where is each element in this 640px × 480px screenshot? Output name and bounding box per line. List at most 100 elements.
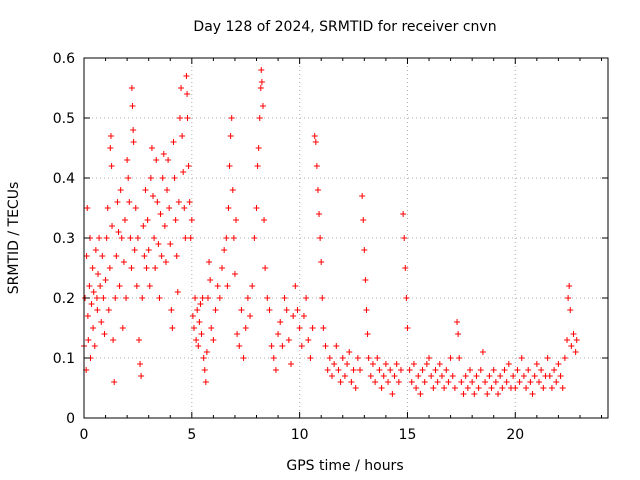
data-point (159, 175, 166, 181)
data-point (226, 163, 233, 169)
data-point (103, 235, 110, 241)
x-tick-label: 15 (399, 427, 417, 443)
data-point (466, 367, 473, 373)
data-point (97, 283, 104, 289)
data-point (212, 307, 219, 313)
data-point (110, 337, 117, 343)
data-point (337, 379, 344, 385)
data-point (328, 373, 335, 379)
data-point (374, 355, 381, 361)
data-point (118, 235, 125, 241)
data-point (449, 373, 456, 379)
data-point (258, 79, 265, 85)
data-point (123, 295, 130, 301)
data-point (249, 283, 256, 289)
y-tick-label: 0.4 (53, 171, 75, 187)
data-point (188, 217, 195, 223)
data-point (538, 367, 545, 373)
data-point (544, 355, 551, 361)
x-axis-label: GPS time / hours (286, 458, 403, 474)
data-point (116, 283, 123, 289)
x-tick-label: 20 (506, 427, 524, 443)
data-point (456, 355, 463, 361)
y-tick-label: 0.5 (53, 111, 75, 127)
data-point (117, 187, 124, 193)
data-point (281, 295, 288, 301)
data-point (570, 331, 577, 337)
data-point (309, 325, 316, 331)
data-point (298, 343, 305, 349)
data-point (305, 337, 312, 343)
data-point (322, 343, 329, 349)
data-point (106, 265, 113, 271)
data-point (256, 115, 263, 121)
data-point (233, 217, 240, 223)
data-point (112, 295, 119, 301)
data-point (107, 145, 114, 151)
data-point (346, 349, 353, 355)
data-point (231, 271, 238, 277)
data-point (376, 367, 383, 373)
data-point (362, 277, 369, 283)
data-point (228, 115, 235, 121)
data-point (98, 319, 105, 325)
data-point (88, 301, 95, 307)
data-point (572, 349, 579, 355)
data-point (101, 331, 108, 337)
data-point (160, 151, 167, 157)
data-point (121, 217, 128, 223)
data-point (434, 379, 441, 385)
data-point (488, 385, 495, 391)
data-point (510, 373, 517, 379)
y-axis-label: SRMTID / TECUs (6, 182, 22, 295)
data-point (417, 391, 424, 397)
data-point (288, 361, 295, 367)
data-point (464, 385, 471, 391)
data-point (130, 139, 137, 145)
data-point (408, 379, 415, 385)
data-point (240, 355, 247, 361)
data-point (168, 307, 175, 313)
data-point (415, 373, 422, 379)
data-point (455, 331, 462, 337)
data-point (119, 325, 126, 331)
data-point (557, 373, 564, 379)
data-point (164, 187, 171, 193)
data-point (113, 253, 120, 259)
data-point (171, 175, 178, 181)
data-point (270, 355, 277, 361)
data-point (133, 283, 140, 289)
data-point (167, 241, 174, 247)
data-point (360, 217, 367, 223)
data-point (443, 367, 450, 373)
data-point (520, 373, 527, 379)
data-point (181, 205, 188, 211)
data-point (268, 343, 275, 349)
data-point (272, 367, 279, 373)
data-point (132, 205, 139, 211)
data-point (406, 367, 413, 373)
data-point (147, 175, 154, 181)
data-point (114, 199, 121, 205)
data-point (182, 235, 189, 241)
data-point (247, 313, 254, 319)
data-point (317, 235, 324, 241)
data-point (428, 373, 435, 379)
data-point (363, 307, 370, 313)
data-point (251, 235, 258, 241)
data-point (454, 319, 461, 325)
data-point (404, 325, 411, 331)
data-point (441, 385, 448, 391)
data-point (148, 145, 155, 151)
data-point (187, 235, 194, 241)
data-point (195, 343, 202, 349)
data-point (125, 175, 132, 181)
data-point (173, 253, 180, 259)
data-point (314, 187, 321, 193)
data-point (224, 283, 231, 289)
data-point (367, 373, 374, 379)
data-point (139, 295, 146, 301)
data-point (169, 325, 176, 331)
axis-ticks: 0 5 10 15 20 0 0.1 0.2 0.3 0.4 0.5 0.6 (53, 51, 608, 443)
data-point (179, 133, 186, 139)
